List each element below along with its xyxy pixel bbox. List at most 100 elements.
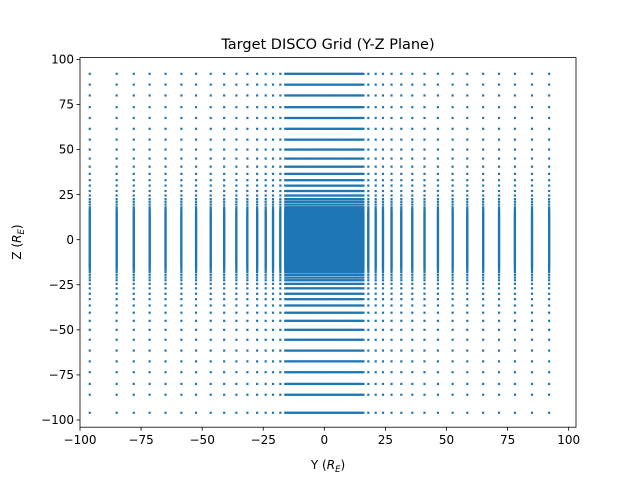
data-point [285, 72, 288, 75]
data-point [319, 138, 322, 141]
data-point [306, 271, 309, 274]
data-point [307, 94, 310, 97]
data-point [301, 338, 304, 341]
data-point [297, 148, 300, 151]
data-point [132, 279, 135, 282]
data-point [223, 157, 226, 160]
data-point [302, 172, 305, 175]
data-point [309, 157, 312, 160]
data-point [317, 203, 320, 206]
data-point [311, 165, 314, 168]
data-point [132, 138, 135, 141]
data-point [289, 371, 292, 374]
data-point [295, 360, 298, 363]
data-point [88, 206, 91, 209]
data-point [298, 393, 301, 396]
data-point [322, 282, 325, 285]
data-point [311, 382, 314, 386]
data-point [298, 276, 301, 279]
data-point [284, 349, 287, 352]
data-point [235, 138, 238, 141]
data-point [298, 148, 301, 151]
data-point [291, 198, 294, 201]
data-point [311, 172, 314, 175]
data-point [290, 319, 293, 322]
data-point [289, 279, 292, 282]
data-point [256, 138, 259, 141]
data-point [148, 209, 151, 212]
data-point [295, 276, 298, 279]
data-point [301, 206, 304, 209]
data-point [271, 292, 275, 295]
data-point [235, 338, 238, 341]
data-point [287, 94, 291, 97]
data-point [246, 189, 249, 193]
data-point [320, 179, 323, 182]
data-point [246, 198, 249, 201]
data-point [284, 393, 287, 396]
data-point [295, 148, 298, 151]
data-point [315, 200, 319, 203]
data-point [306, 319, 309, 322]
data-point [223, 319, 226, 322]
data-point [293, 116, 297, 120]
data-point [320, 83, 323, 86]
data-point [256, 411, 259, 414]
data-point [286, 203, 289, 206]
data-point [300, 116, 303, 120]
data-point [300, 328, 303, 331]
data-point [319, 200, 322, 203]
data-point [319, 106, 322, 109]
data-point [314, 206, 317, 209]
data-point [311, 116, 314, 120]
data-point [298, 184, 301, 187]
data-point [298, 273, 301, 276]
data-point [322, 148, 325, 151]
data-point [295, 179, 298, 182]
data-point [285, 287, 288, 290]
data-point [309, 203, 312, 206]
data-point [293, 209, 297, 212]
data-point [209, 360, 212, 363]
data-point [115, 200, 118, 203]
data-point [295, 106, 298, 109]
data-point [296, 172, 299, 175]
data-point [223, 200, 226, 203]
data-point [295, 207, 298, 211]
data-point [298, 311, 301, 314]
data-point [295, 393, 298, 396]
data-point [307, 200, 310, 203]
data-point [223, 194, 226, 197]
data-point [297, 206, 300, 209]
data-point [223, 276, 226, 279]
data-point [301, 360, 304, 363]
data-point [307, 179, 310, 182]
data-point [271, 209, 275, 212]
data-point [302, 304, 305, 307]
data-point [292, 116, 295, 120]
data-point [308, 269, 311, 272]
data-point [308, 184, 311, 187]
data-point [315, 206, 319, 209]
data-point [194, 207, 198, 211]
data-point [322, 83, 325, 86]
data-point [223, 138, 226, 141]
data-point [285, 292, 288, 295]
data-point [313, 127, 316, 130]
data-point [209, 269, 212, 272]
data-point [297, 94, 300, 97]
data-point [284, 200, 287, 203]
data-point [295, 328, 298, 331]
data-point [209, 273, 212, 276]
data-point [297, 349, 300, 352]
data-point [322, 189, 325, 193]
data-point [148, 157, 151, 160]
data-point [209, 179, 212, 182]
data-point [132, 200, 135, 203]
data-point [164, 298, 167, 301]
data-point [309, 172, 312, 175]
data-point [293, 106, 297, 109]
data-point [180, 179, 183, 182]
data-point [180, 206, 183, 209]
data-point [290, 116, 293, 120]
